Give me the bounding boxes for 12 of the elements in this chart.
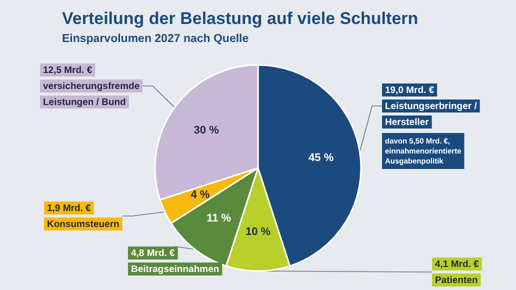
slice-label: 12,5 Mrd. € versicherungsfremde Leistungen / Bund (43, 65, 140, 108)
data-label: 30 % (194, 124, 220, 136)
slice-label: 4,1 Mrd. € Patienten (435, 259, 480, 286)
chart-subtitle: Einsparvolumen 2027 nach Quelle (62, 33, 249, 45)
slice-label: 19,0 Mrd. € Leistungserbringer / Hersteller (385, 85, 478, 128)
data-label: 11 % (206, 212, 232, 224)
data-label: 4 % (190, 189, 210, 202)
chart-title: Verteilung der Belastung auf viele Schultern (62, 9, 418, 28)
data-label: 45 % (308, 152, 334, 164)
data-label: 10 % (245, 226, 271, 238)
slice-label: 4,8 Mrd. € Beitragseinnahmen (131, 248, 220, 275)
slice-label: 1,9 Mrd. € Konsumsteuern (47, 203, 120, 230)
